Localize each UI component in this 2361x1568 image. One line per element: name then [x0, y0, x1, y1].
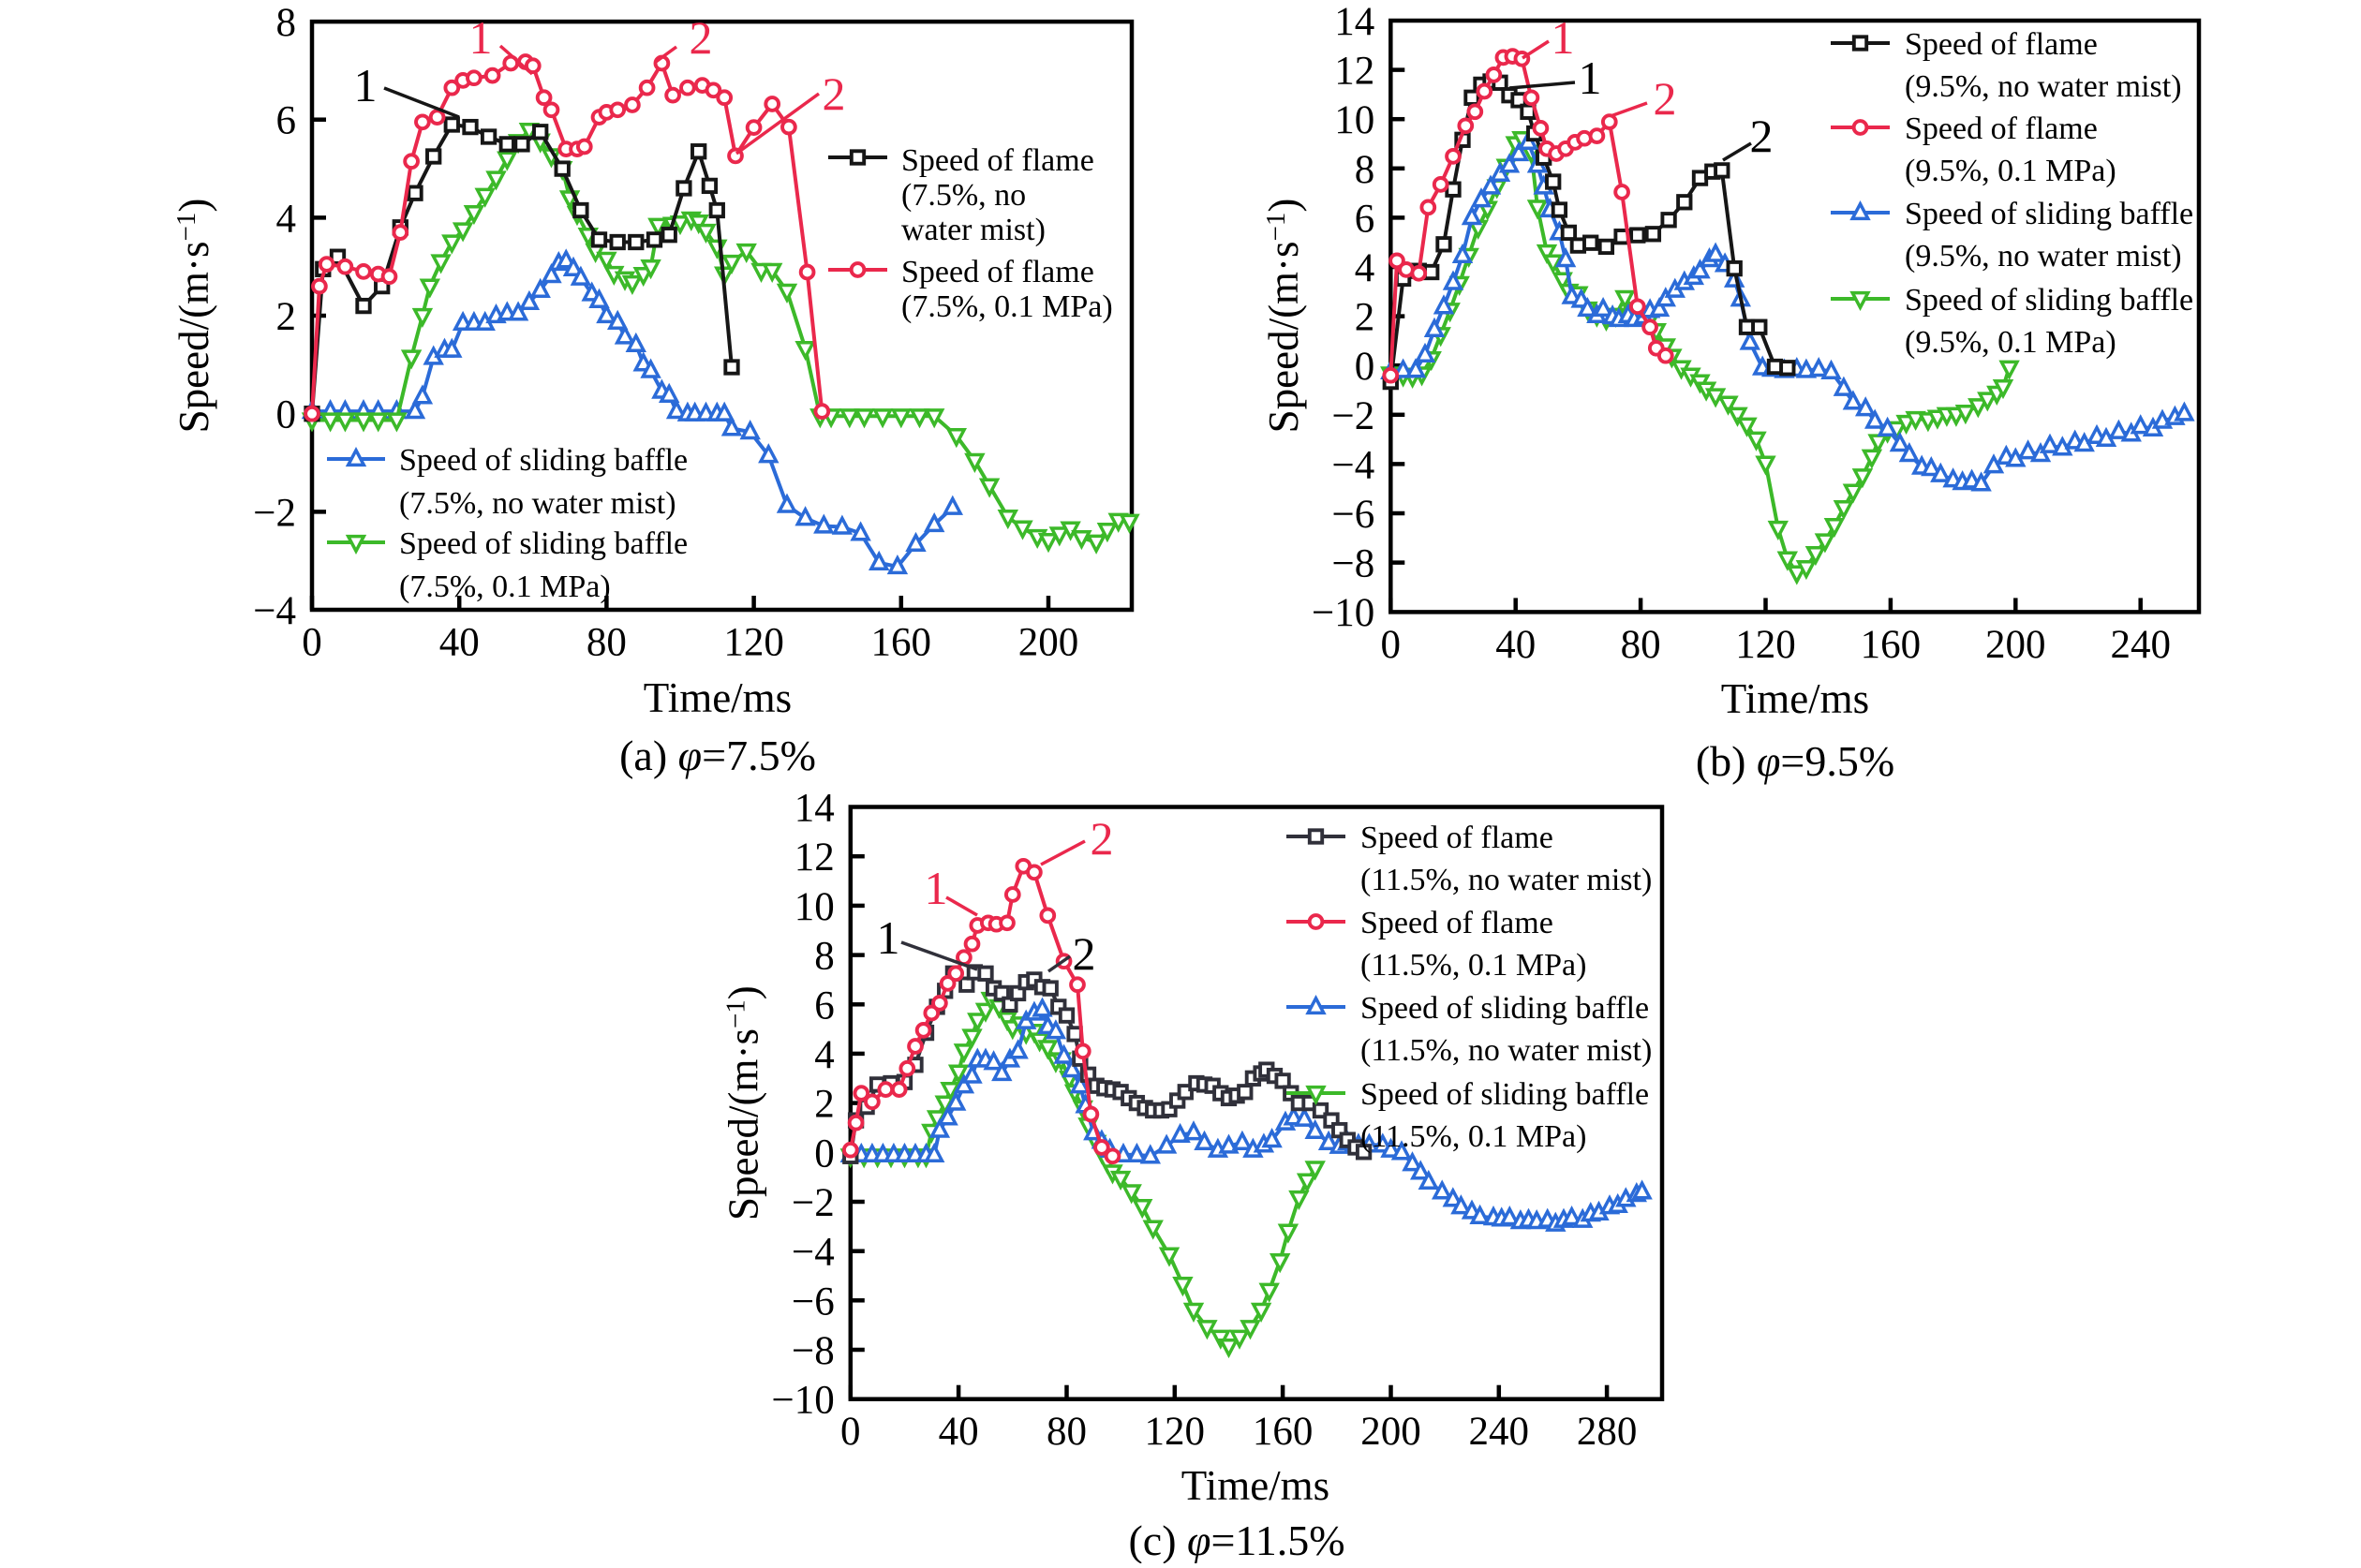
svg-text:(c) φ=11.5%: (c) φ=11.5%: [1128, 1516, 1344, 1563]
svg-text:200: 200: [1018, 621, 1079, 665]
svg-text:1: 1: [877, 911, 900, 964]
svg-text:40: 40: [939, 1410, 979, 1454]
svg-text:Speed of sliding baffle: Speed of sliding baffle: [399, 443, 688, 478]
svg-text:(7.5%, 0.1 MPa): (7.5%, 0.1 MPa): [399, 570, 611, 604]
svg-text:(11.5%, no water mist): (11.5%, no water mist): [1360, 1033, 1652, 1068]
svg-text:240: 240: [1469, 1410, 1530, 1454]
svg-text:Speed of flame: Speed of flame: [1905, 111, 2098, 146]
svg-text:8: 8: [1355, 148, 1375, 192]
svg-text:−10: −10: [772, 1379, 835, 1423]
svg-text:(7.5%, no water mist): (7.5%, no water mist): [399, 486, 676, 521]
svg-text:(b) φ=9.5%: (b) φ=9.5%: [1696, 737, 1894, 785]
svg-text:(a) φ=7.5%: (a) φ=7.5%: [619, 732, 816, 779]
svg-text:−4: −4: [792, 1231, 835, 1275]
svg-text:Speed of sliding baffle: Speed of sliding baffle: [399, 526, 688, 561]
svg-text:10: 10: [1334, 98, 1374, 142]
svg-text:Speed of flame: Speed of flame: [901, 255, 1094, 289]
svg-text:(11.5%, no water mist): (11.5%, no water mist): [1360, 863, 1652, 897]
svg-text:2: 2: [823, 67, 846, 120]
svg-text:−6: −6: [792, 1280, 835, 1324]
svg-text:4: 4: [276, 197, 297, 241]
svg-text:(9.5%, no water mist): (9.5%, no water mist): [1905, 239, 2182, 274]
svg-text:1: 1: [354, 59, 378, 111]
svg-text:0: 0: [814, 1132, 835, 1176]
svg-text:2: 2: [276, 295, 297, 339]
svg-text:−10: −10: [1312, 591, 1374, 635]
svg-text:(11.5%, 0.1 MPa): (11.5%, 0.1 MPa): [1360, 948, 1586, 983]
svg-text:1: 1: [469, 11, 493, 64]
svg-text:160: 160: [1253, 1410, 1314, 1454]
svg-text:2: 2: [1073, 927, 1096, 980]
svg-text:(7.5%, 0.1 MPa): (7.5%, 0.1 MPa): [901, 289, 1113, 324]
svg-text:40: 40: [1495, 623, 1536, 667]
svg-text:0: 0: [1381, 623, 1402, 667]
svg-text:6: 6: [276, 99, 297, 143]
svg-text:80: 80: [1621, 623, 1661, 667]
svg-text:−2: −2: [253, 491, 296, 535]
svg-text:−2: −2: [792, 1181, 835, 1225]
svg-text:200: 200: [1360, 1410, 1421, 1454]
svg-text:(9.5%, 0.1 MPa): (9.5%, 0.1 MPa): [1905, 154, 2116, 188]
svg-text:Speed of sliding baffle: Speed of sliding baffle: [1905, 197, 2193, 231]
svg-text:2: 2: [1654, 72, 1677, 125]
svg-text:240: 240: [2110, 623, 2171, 667]
svg-text:0: 0: [276, 393, 297, 437]
svg-text:200: 200: [1985, 623, 2046, 667]
svg-text:120: 120: [1735, 623, 1796, 667]
svg-text:2: 2: [1091, 812, 1114, 865]
svg-text:280: 280: [1577, 1410, 1638, 1454]
svg-text:Time/ms: Time/ms: [644, 674, 792, 721]
svg-text:0: 0: [302, 621, 322, 665]
svg-text:Speed of flame: Speed of flame: [1905, 27, 2098, 62]
svg-text:2: 2: [690, 11, 713, 64]
svg-text:Speed of flame: Speed of flame: [1360, 821, 1553, 855]
svg-text:6: 6: [1355, 197, 1375, 241]
svg-text:4: 4: [1355, 246, 1375, 290]
svg-text:Time/ms: Time/ms: [1181, 1462, 1329, 1509]
svg-text:160: 160: [871, 621, 932, 665]
svg-text:10: 10: [794, 885, 835, 929]
svg-text:1: 1: [1579, 52, 1602, 104]
svg-text:Speed of flame: Speed of flame: [1360, 906, 1553, 940]
svg-text:120: 120: [1145, 1410, 1206, 1454]
svg-text:Speed of sliding baffle: Speed of sliding baffle: [1360, 1077, 1649, 1112]
svg-text:2: 2: [1750, 110, 1774, 162]
svg-text:4: 4: [814, 1033, 835, 1077]
svg-text:2: 2: [1355, 296, 1375, 340]
svg-text:Speed of flame: Speed of flame: [901, 143, 1094, 178]
svg-text:(7.5%, no: (7.5%, no: [901, 178, 1026, 213]
svg-text:Time/ms: Time/ms: [1721, 675, 1869, 722]
svg-text:14: 14: [1334, 0, 1374, 44]
svg-text:(9.5%, 0.1 MPa): (9.5%, 0.1 MPa): [1905, 325, 2116, 360]
svg-text:6: 6: [814, 984, 835, 1028]
svg-text:−8: −8: [1332, 542, 1375, 586]
svg-text:1: 1: [1552, 11, 1575, 64]
svg-text:−4: −4: [253, 589, 296, 633]
svg-text:80: 80: [1047, 1410, 1087, 1454]
svg-text:12: 12: [1334, 50, 1374, 94]
svg-text:Speed/(m·s−1): Speed/(m·s−1): [171, 199, 217, 434]
svg-text:80: 80: [587, 621, 627, 665]
svg-text:160: 160: [1861, 623, 1922, 667]
svg-text:12: 12: [794, 836, 835, 880]
svg-text:−8: −8: [792, 1329, 835, 1373]
svg-text:water mist): water mist): [901, 213, 1046, 247]
svg-text:Speed of sliding baffle: Speed of sliding baffle: [1360, 991, 1649, 1026]
svg-text:2: 2: [814, 1083, 835, 1127]
svg-text:(9.5%, no water mist): (9.5%, no water mist): [1905, 69, 2182, 104]
svg-text:120: 120: [723, 621, 784, 665]
svg-text:0: 0: [840, 1410, 861, 1454]
svg-text:Speed of sliding baffle: Speed of sliding baffle: [1905, 283, 2193, 318]
svg-text:8: 8: [814, 935, 835, 979]
svg-text:1: 1: [925, 862, 948, 914]
svg-text:−6: −6: [1332, 493, 1375, 537]
svg-text:−4: −4: [1332, 443, 1375, 487]
svg-text:−2: −2: [1332, 394, 1375, 438]
svg-text:(11.5%, 0.1 MPa): (11.5%, 0.1 MPa): [1360, 1119, 1586, 1154]
svg-text:14: 14: [794, 787, 835, 831]
svg-text:8: 8: [276, 1, 297, 45]
svg-text:0: 0: [1355, 345, 1375, 389]
svg-text:40: 40: [439, 621, 480, 665]
